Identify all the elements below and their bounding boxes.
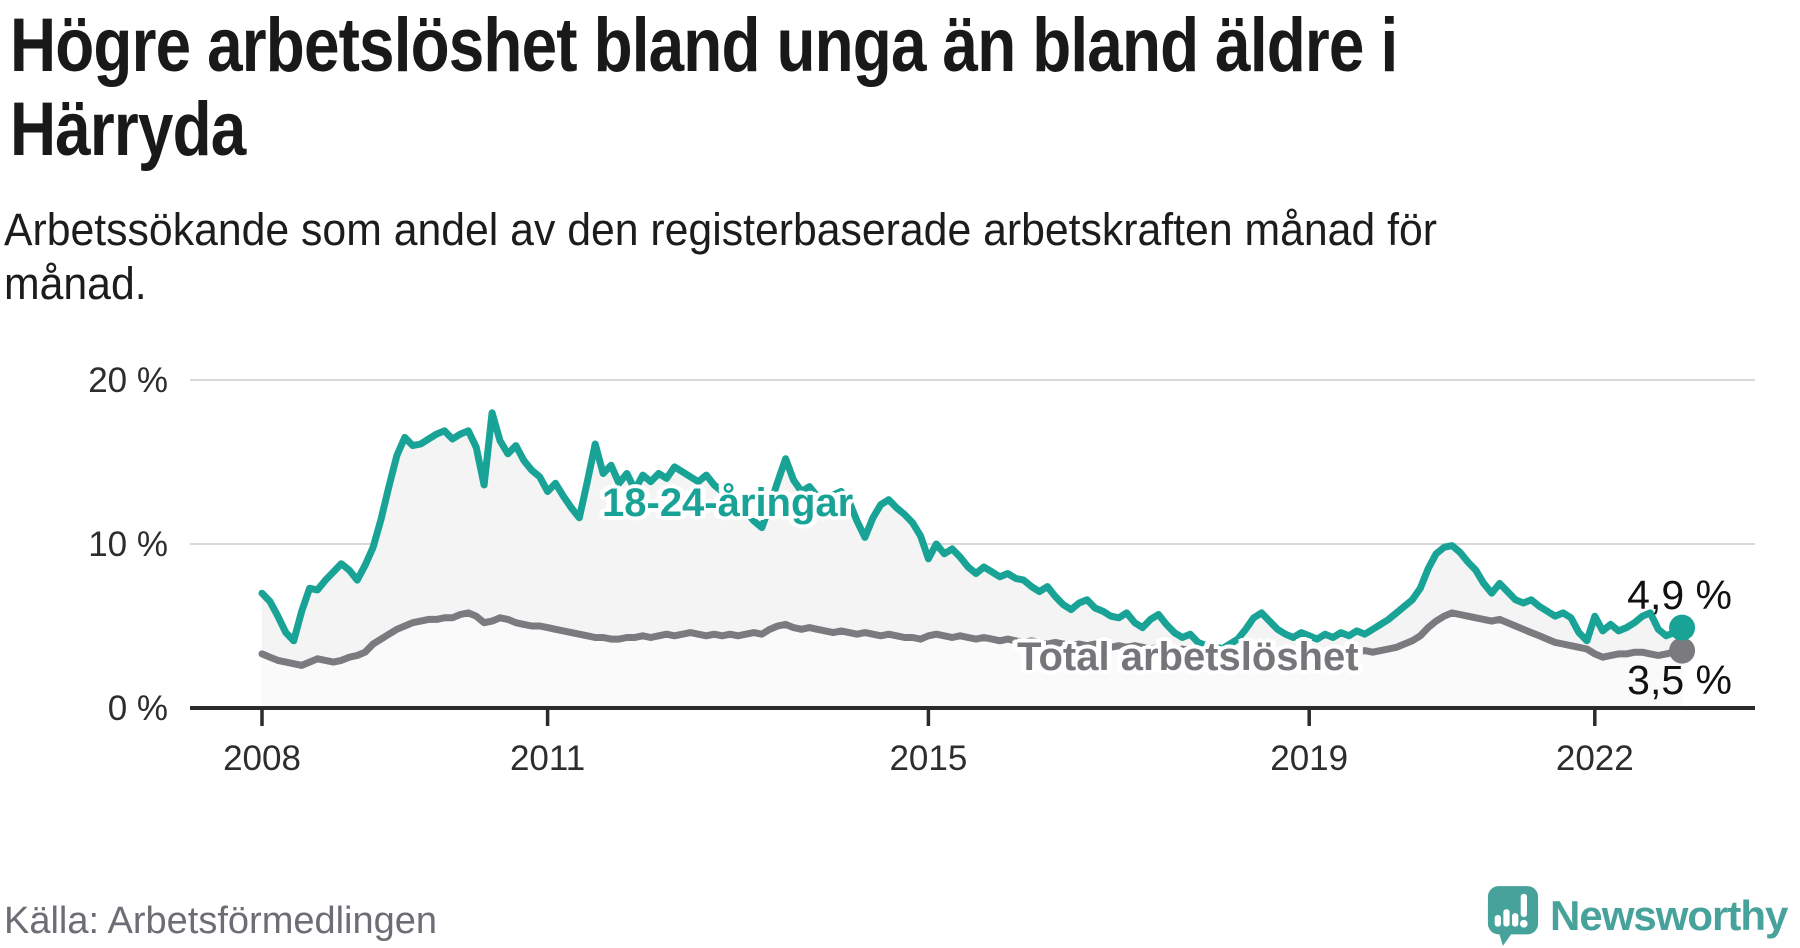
youth-end-value: 4,9 % — [1627, 572, 1732, 618]
page-title: Högre arbetslöshet bland unga än bland ä… — [10, 3, 1398, 172]
x-tick-label-2019: 2019 — [1270, 739, 1348, 778]
y-tick-label-20: 20 % — [88, 361, 168, 400]
newsworthy-logo-icon — [1487, 886, 1539, 946]
page-title-line2: Härryda — [10, 87, 246, 172]
logo-bar-3 — [1512, 913, 1519, 927]
x-tick-label-2022: 2022 — [1556, 739, 1634, 778]
youth-series-line — [258, 409, 1686, 653]
logo-bar-1 — [1494, 915, 1501, 927]
chart-subtitle-line2: månad. — [4, 258, 147, 309]
x-tick-label-2011: 2011 — [510, 739, 585, 778]
logo-exclamation-dot — [1519, 919, 1528, 928]
youth-series-area — [262, 412, 1683, 708]
youth-series-label: 18-24-åringar — [602, 481, 854, 525]
chart-subtitle-line1: Arbetssökande som andel av den registerb… — [4, 204, 1437, 255]
newsworthy-wordmark: Newsworthy — [1550, 892, 1788, 939]
chart-subtitle: Arbetssökande som andel av den registerb… — [4, 203, 1437, 311]
source-credit: Källa: Arbetsförmedlingen — [4, 900, 438, 942]
total-series-area — [262, 612, 1683, 708]
y-tick-label-10: 10 % — [88, 525, 168, 564]
total-series-line — [258, 609, 1686, 669]
logo-bar-2 — [1503, 909, 1510, 927]
total-end-value: 3,5 % — [1627, 657, 1732, 703]
youth-end-dot — [1669, 614, 1696, 641]
x-tick-label-2015: 2015 — [889, 739, 967, 778]
newsworthy-brand: Newsworthy — [1486, 884, 1788, 948]
total-series-label: Total arbetslöshet — [1017, 635, 1359, 679]
total-end-dot — [1669, 637, 1696, 664]
logo-exclamation-bar — [1520, 893, 1527, 917]
x-tick-label-2008: 2008 — [223, 739, 301, 778]
y-tick-label-0: 0 % — [108, 689, 168, 728]
page-title-line1: Högre arbetslöshet bland unga än bland ä… — [10, 3, 1398, 88]
